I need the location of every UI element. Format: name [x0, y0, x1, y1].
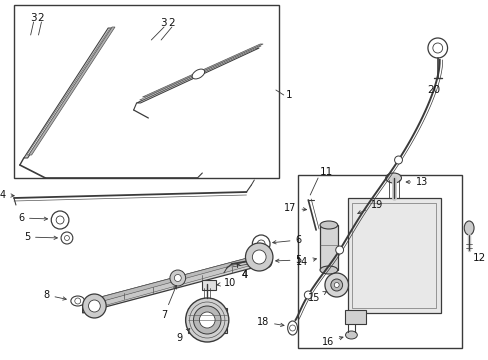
Circle shape: [252, 250, 265, 264]
Text: 13: 13: [406, 177, 427, 187]
Circle shape: [64, 235, 69, 240]
Text: 2: 2: [38, 13, 44, 23]
Circle shape: [82, 294, 106, 318]
Bar: [344, 310, 366, 324]
Ellipse shape: [385, 173, 401, 183]
Text: 9: 9: [176, 329, 189, 343]
Ellipse shape: [287, 321, 297, 335]
Circle shape: [257, 240, 264, 248]
Text: 6: 6: [272, 235, 301, 245]
Circle shape: [245, 243, 272, 271]
Ellipse shape: [319, 221, 337, 229]
Bar: [352, 203, 435, 308]
Text: 16: 16: [321, 337, 342, 347]
Circle shape: [394, 156, 402, 164]
Polygon shape: [89, 253, 265, 305]
Text: 7: 7: [161, 285, 176, 320]
Circle shape: [260, 256, 271, 268]
Text: 18: 18: [256, 317, 284, 327]
Ellipse shape: [463, 221, 473, 235]
Text: 3: 3: [160, 18, 166, 28]
Circle shape: [335, 246, 343, 254]
Bar: [298, 175, 461, 348]
Circle shape: [51, 211, 69, 229]
Ellipse shape: [319, 266, 337, 274]
Circle shape: [170, 270, 185, 286]
Ellipse shape: [192, 69, 204, 79]
Text: 4: 4: [237, 264, 247, 280]
Circle shape: [325, 273, 348, 297]
Circle shape: [334, 283, 339, 288]
Polygon shape: [142, 44, 263, 97]
Polygon shape: [27, 30, 111, 155]
Bar: [187, 308, 226, 333]
Bar: [319, 225, 337, 270]
Ellipse shape: [71, 296, 84, 306]
Text: 1: 1: [285, 90, 292, 100]
Circle shape: [252, 235, 269, 253]
Circle shape: [88, 300, 100, 312]
Text: 2: 2: [168, 18, 174, 28]
Text: 3: 3: [30, 13, 36, 23]
Circle shape: [185, 298, 228, 342]
Circle shape: [427, 38, 447, 58]
Circle shape: [199, 312, 215, 328]
Text: 20: 20: [427, 85, 440, 95]
Polygon shape: [82, 252, 270, 313]
Text: 4: 4: [237, 264, 247, 280]
Text: 4: 4: [0, 190, 14, 200]
Circle shape: [61, 232, 73, 244]
Bar: [347, 198, 440, 313]
Text: 8: 8: [43, 290, 66, 300]
Circle shape: [193, 306, 221, 334]
Polygon shape: [29, 27, 115, 155]
Text: 15: 15: [307, 292, 326, 303]
Circle shape: [432, 43, 442, 53]
Text: 12: 12: [472, 253, 486, 263]
Polygon shape: [24, 28, 112, 158]
Circle shape: [174, 274, 181, 282]
Circle shape: [263, 260, 268, 265]
Polygon shape: [136, 48, 259, 103]
Text: 14: 14: [295, 257, 316, 267]
Circle shape: [56, 216, 64, 224]
Text: 11: 11: [319, 167, 333, 177]
Circle shape: [289, 325, 295, 331]
Text: 6: 6: [18, 213, 47, 223]
Text: 19: 19: [357, 200, 383, 214]
Text: 5: 5: [275, 255, 301, 265]
Text: 10: 10: [217, 278, 236, 288]
Circle shape: [75, 298, 81, 304]
Bar: [202, 280, 216, 290]
Text: 5: 5: [24, 232, 57, 242]
Circle shape: [304, 291, 311, 299]
Polygon shape: [92, 257, 263, 309]
Text: 17: 17: [284, 203, 306, 213]
Ellipse shape: [345, 331, 357, 339]
Polygon shape: [139, 46, 261, 100]
Bar: [14, 5, 278, 178]
Circle shape: [330, 279, 342, 291]
